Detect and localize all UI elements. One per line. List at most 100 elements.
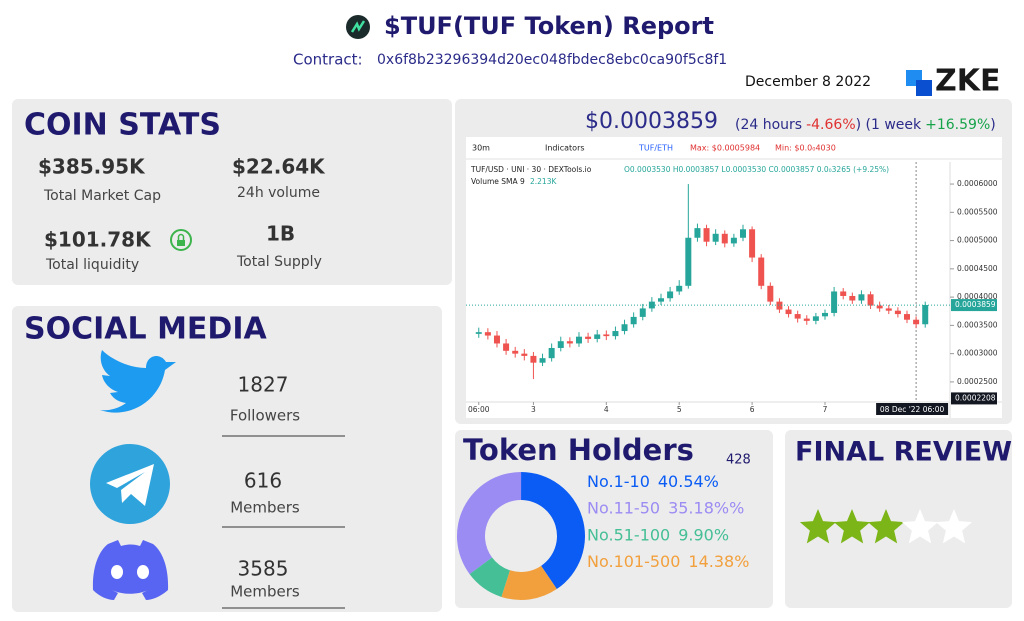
social-label: Followers <box>230 407 300 425</box>
stat-label: 24h volume <box>237 185 320 201</box>
stat-value: $22.64K <box>232 155 326 179</box>
lock-icon <box>177 233 185 240</box>
section-title: COIN STATS <box>24 108 221 143</box>
candle-body <box>557 341 564 348</box>
logo-block <box>916 80 932 96</box>
candle-body <box>548 347 555 359</box>
candle-body <box>475 332 482 334</box>
toolbar-item: Indicators <box>545 144 585 153</box>
last-price-box <box>951 299 997 312</box>
candle-body <box>657 298 664 302</box>
stat-label: Total liquidity <box>45 257 139 273</box>
donut-segment <box>456 472 522 575</box>
chart-legend: 2.213K <box>530 177 557 186</box>
contract-label: Contract: <box>293 51 363 69</box>
candle-body <box>913 319 920 325</box>
candle-body <box>767 285 774 302</box>
donut-segment <box>521 472 585 590</box>
candle-body <box>812 316 819 321</box>
social-panel <box>12 306 442 612</box>
star-empty <box>901 509 939 544</box>
legend-entry: No.51-100 9.90% <box>587 525 729 544</box>
candle-body <box>484 332 491 336</box>
candle-body <box>903 314 910 320</box>
candle-body <box>840 291 847 296</box>
price-change-part: ) (1 week <box>856 117 922 133</box>
legend-entry: No.101-500 14.38% <box>587 552 749 571</box>
y-tick-label: 0.0003000 <box>957 349 998 358</box>
candle-body <box>575 336 582 344</box>
candle-body <box>512 350 519 354</box>
candle-body <box>758 257 765 286</box>
discord-icon <box>92 540 169 600</box>
discord-icon-eye <box>111 565 123 579</box>
social-label: Members <box>230 583 300 601</box>
price-change-part: +16.59% <box>925 117 990 133</box>
x-tick-label: 06:00 <box>468 405 490 414</box>
candle-body <box>503 343 510 351</box>
stat-value: 1B <box>266 222 295 246</box>
candle-body <box>867 294 874 306</box>
y-tick-label: 0.0005000 <box>957 236 998 245</box>
toolbar-item: 30m <box>472 144 490 153</box>
price-change-part: (24 hours <box>735 117 802 133</box>
candle-body <box>594 334 601 339</box>
legend-value: 14.38% <box>688 552 749 571</box>
x-tick-label: 7 <box>823 405 828 414</box>
social-count: 1827 <box>238 373 289 397</box>
legend-label: No.51-100 <box>587 525 670 544</box>
last-price-label: 0.0003859 <box>955 300 996 309</box>
candle-body <box>922 305 929 325</box>
lock-icon <box>170 229 192 251</box>
legend-label: No.11-50 <box>587 498 660 517</box>
toolbar-item: Max: $0.0005984 <box>690 144 760 153</box>
candle-body <box>821 312 828 317</box>
candle-body <box>566 341 573 344</box>
candle-body <box>521 353 528 356</box>
candle-body <box>739 229 746 238</box>
legend-value: 40.54% <box>658 472 719 491</box>
candle-body <box>785 309 792 315</box>
social-label: Members <box>230 499 300 517</box>
date: December 8 2022 <box>745 74 871 90</box>
candle-body <box>803 318 810 321</box>
toolbar-item: Min: $0.0₀4030 <box>775 144 836 153</box>
x-tick-label: 6 <box>750 405 755 414</box>
section-title: Token Holders <box>463 433 694 467</box>
stat-value: $101.78K <box>44 228 152 252</box>
candle-body <box>612 331 619 337</box>
section-title: FINAL REVIEW <box>795 437 1012 468</box>
candle-body <box>849 295 856 301</box>
crosshair-label: 08 Dec '22 06:00 <box>880 405 945 414</box>
y-tick-label: 0.0005500 <box>957 207 998 216</box>
candle-body <box>694 228 701 238</box>
coin-stats-panel <box>12 99 452 285</box>
legend-value: 9.90% <box>678 525 729 544</box>
candle-body <box>749 229 756 258</box>
y-tick-label: 0.0004500 <box>957 264 998 273</box>
candle-body <box>721 233 728 244</box>
candle-body <box>493 335 500 344</box>
candle-body <box>876 305 883 309</box>
candle-body <box>530 355 537 363</box>
x-tick-label: 3 <box>531 405 536 414</box>
price-change: (24 hours -4.66%) (1 week +16.59%) <box>735 117 996 133</box>
toolbar-item: TUF/ETH <box>638 144 673 153</box>
social-count: 616 <box>244 469 282 493</box>
donut-segment <box>469 557 511 597</box>
y-tick-label: 0.0002500 <box>957 377 998 386</box>
candle-body <box>648 301 655 309</box>
stat-label: Total Supply <box>236 254 322 270</box>
candle-body <box>858 294 865 301</box>
legend-value: 35.18%% <box>668 498 744 517</box>
discord-icon-eye <box>137 565 149 579</box>
candle-body <box>585 336 592 339</box>
candle-body <box>703 228 710 242</box>
chart-frame <box>466 137 1002 418</box>
logo: ZKE <box>935 64 1001 99</box>
star-filled <box>867 509 905 544</box>
legend-label: No.1-10 <box>587 472 650 491</box>
candle-body <box>885 308 892 311</box>
x-tick-label: 4 <box>604 405 609 414</box>
candle-body <box>603 334 610 337</box>
